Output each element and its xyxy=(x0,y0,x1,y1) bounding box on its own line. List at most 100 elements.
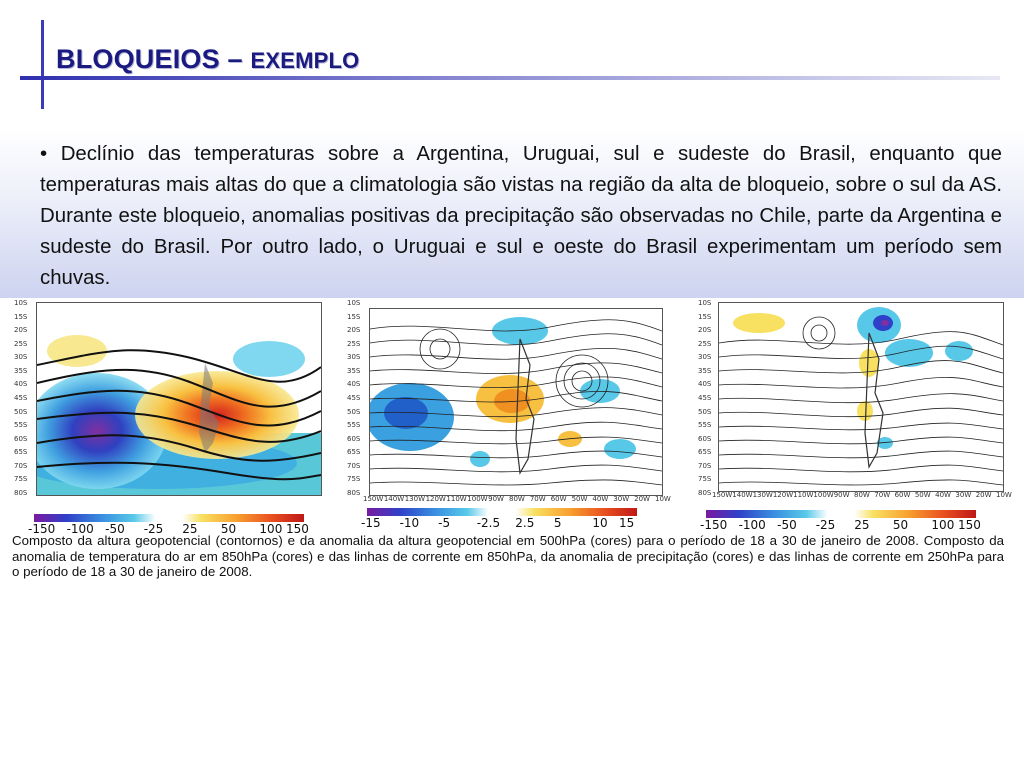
lat-tick-label: 80S xyxy=(14,489,28,497)
lat-tick-label: 75S xyxy=(347,475,361,484)
colorbar-tick-label: 15 xyxy=(619,516,635,530)
lon-tick-label: 100W xyxy=(813,491,834,499)
lat-tick-label: 70S xyxy=(14,461,28,470)
colorbar-tick-label: 5 xyxy=(553,516,562,530)
lat-tick-label: 20S xyxy=(14,326,28,335)
lat-tick-label: 45S xyxy=(698,394,712,402)
lat-tick-label: 80S xyxy=(347,489,361,497)
lat-tick-label: 60S xyxy=(347,434,361,443)
lat-axis-labels: 10S 15S 20S 25S 30S 35S 40S 45S 50S 55S 60S 65S 70S 7… xyxy=(345,299,369,497)
colorbar-tick-label: 50 xyxy=(892,518,909,532)
lon-tick-label: 50W xyxy=(914,491,931,499)
lat-tick-label: 20S xyxy=(698,326,712,335)
lat-tick-label: 60S xyxy=(698,434,712,443)
lat-tick-label: 70S xyxy=(698,461,712,470)
lon-tick-label: 80W xyxy=(509,495,525,503)
colorbar-tick-label: -50 xyxy=(105,522,125,536)
lon-tick-label: 120W xyxy=(772,491,794,499)
colorbar-tick-label: 25 xyxy=(182,522,198,536)
title-vertical-rule xyxy=(41,20,44,109)
lon-tick-label: 50W xyxy=(571,495,588,503)
colorbar-tick-label: 150 xyxy=(286,522,309,536)
lat-tick-label: 30S xyxy=(14,353,28,362)
lat-tick-label: 50S xyxy=(698,407,712,416)
geopotential-anomaly-map xyxy=(36,302,322,496)
lon-tick-label: 20W xyxy=(975,491,992,499)
lat-tick-label: 65S xyxy=(698,448,712,457)
lat-tick-label: 10S xyxy=(14,299,28,307)
lat-tick-label: 75S xyxy=(698,475,712,484)
lon-tick-label: 140W xyxy=(732,491,753,499)
lat-tick-label: 20S xyxy=(347,326,361,335)
lon-tick-label: 20W xyxy=(634,495,650,503)
map-panel-geopotential: 10S 15S 20S 25S 30S 35S 40S 45S 50S 55S 60S 65S 70S 7… xyxy=(12,299,330,536)
lat-tick-label: 40S xyxy=(14,380,28,389)
colorbar-tick-label: 2.5 xyxy=(515,516,535,530)
lon-tick-label: 40W xyxy=(592,495,609,503)
lat-tick-label: 55S xyxy=(14,421,28,430)
lat-tick-label: 75S xyxy=(14,475,28,484)
map-panel-precipitation: 10S 15S 20S 25S 30S 35S 40S 45S 50S 55S 60S 65S 70S 7… xyxy=(696,299,1012,536)
lat-tick-label: 40S xyxy=(347,380,361,389)
colorbar-tick-label: -25 xyxy=(815,518,836,532)
colorbar xyxy=(367,508,637,516)
lon-tick-label: 90W xyxy=(833,491,850,499)
lat-tick-label: 50S xyxy=(14,407,28,416)
lat-tick-label: 50S xyxy=(347,407,361,416)
lat-tick-label: 35S xyxy=(347,366,361,375)
lon-tick-label: 60W xyxy=(550,495,567,503)
lon-tick-label: 70W xyxy=(874,491,891,499)
lat-tick-label: 65S xyxy=(347,448,361,457)
lon-tick-label: 70W xyxy=(529,495,546,503)
lat-axis-labels: 10S 15S 20S 25S 30S 35S 40S 45S 50S 55S 60S 65S 70S 7… xyxy=(12,299,36,497)
lon-tick-label: 110W xyxy=(446,495,467,503)
colorbar-tick-label: -150 xyxy=(700,518,728,532)
lon-axis-labels: 150W 140W 130W 120W 110W 100W 90W 80W 70W 60W 50W 4… xyxy=(712,490,1012,500)
colorbar-tick-label: -100 xyxy=(738,518,766,532)
colorbar-tick-label: 150 xyxy=(958,518,981,532)
lat-tick-label: 60S xyxy=(14,434,28,443)
lat-tick-label: 25S xyxy=(14,339,28,348)
lat-tick-label: 25S xyxy=(698,339,712,348)
lon-tick-label: 150W xyxy=(712,491,733,499)
lon-tick-label: 130W xyxy=(404,495,425,503)
lat-tick-label: 35S xyxy=(698,366,712,375)
colorbar xyxy=(706,510,976,518)
colorbar-tick-label: 100 xyxy=(931,518,955,532)
colorbar-tick-label: -10 xyxy=(399,516,420,530)
map-panel-temperature: 10S 15S 20S 25S 30S 35S 40S 45S 50S 55S 60S 65S 70S 7… xyxy=(345,299,671,536)
lon-tick-label: 10W xyxy=(996,491,1012,499)
lon-tick-label: 120W xyxy=(425,495,446,503)
lon-tick-label: 110W xyxy=(793,491,814,499)
lat-tick-label: 70S xyxy=(347,461,361,470)
lat-tick-label: 80S xyxy=(698,489,712,497)
lon-tick-label: 140W xyxy=(383,495,405,503)
title-main: BLOQUEIOS xyxy=(56,44,220,74)
lat-tick-label: 55S xyxy=(698,421,712,430)
title-sub: EXEMPLO xyxy=(250,48,360,73)
lat-tick-label: 25S xyxy=(347,339,361,348)
colorbar-tick-label: -2.5 xyxy=(476,516,501,530)
lat-tick-label: 15S xyxy=(347,312,361,321)
colorbar xyxy=(34,514,304,522)
title-dash: – xyxy=(219,44,251,74)
colorbar-tick-label: 50 xyxy=(220,522,237,536)
bullet-background-band xyxy=(0,127,1024,298)
lon-tick-label: 60W xyxy=(894,491,911,499)
lon-tick-label: 40W xyxy=(935,491,951,499)
colorbar-tick-label: -150 xyxy=(28,522,56,536)
lat-tick-label: 40S xyxy=(698,380,712,389)
lat-tick-label: 45S xyxy=(14,394,28,402)
lat-tick-label: 55S xyxy=(347,421,361,430)
colorbar-tick-label: -25 xyxy=(143,522,164,536)
lon-tick-label: 80W xyxy=(854,491,870,499)
colorbar-tick-label: -100 xyxy=(66,522,94,536)
title-horizontal-rule xyxy=(20,76,1000,80)
bullet-text: • Declínio das temperaturas sobre a Arge… xyxy=(40,143,1002,289)
lat-tick-label: 65S xyxy=(14,448,28,457)
lat-tick-label: 15S xyxy=(698,312,712,321)
lon-tick-label: 10W xyxy=(655,495,671,503)
colorbar-tick-label: 25 xyxy=(854,518,870,532)
lon-tick-label: 150W xyxy=(363,495,384,503)
lat-tick-label: 10S xyxy=(698,299,712,307)
